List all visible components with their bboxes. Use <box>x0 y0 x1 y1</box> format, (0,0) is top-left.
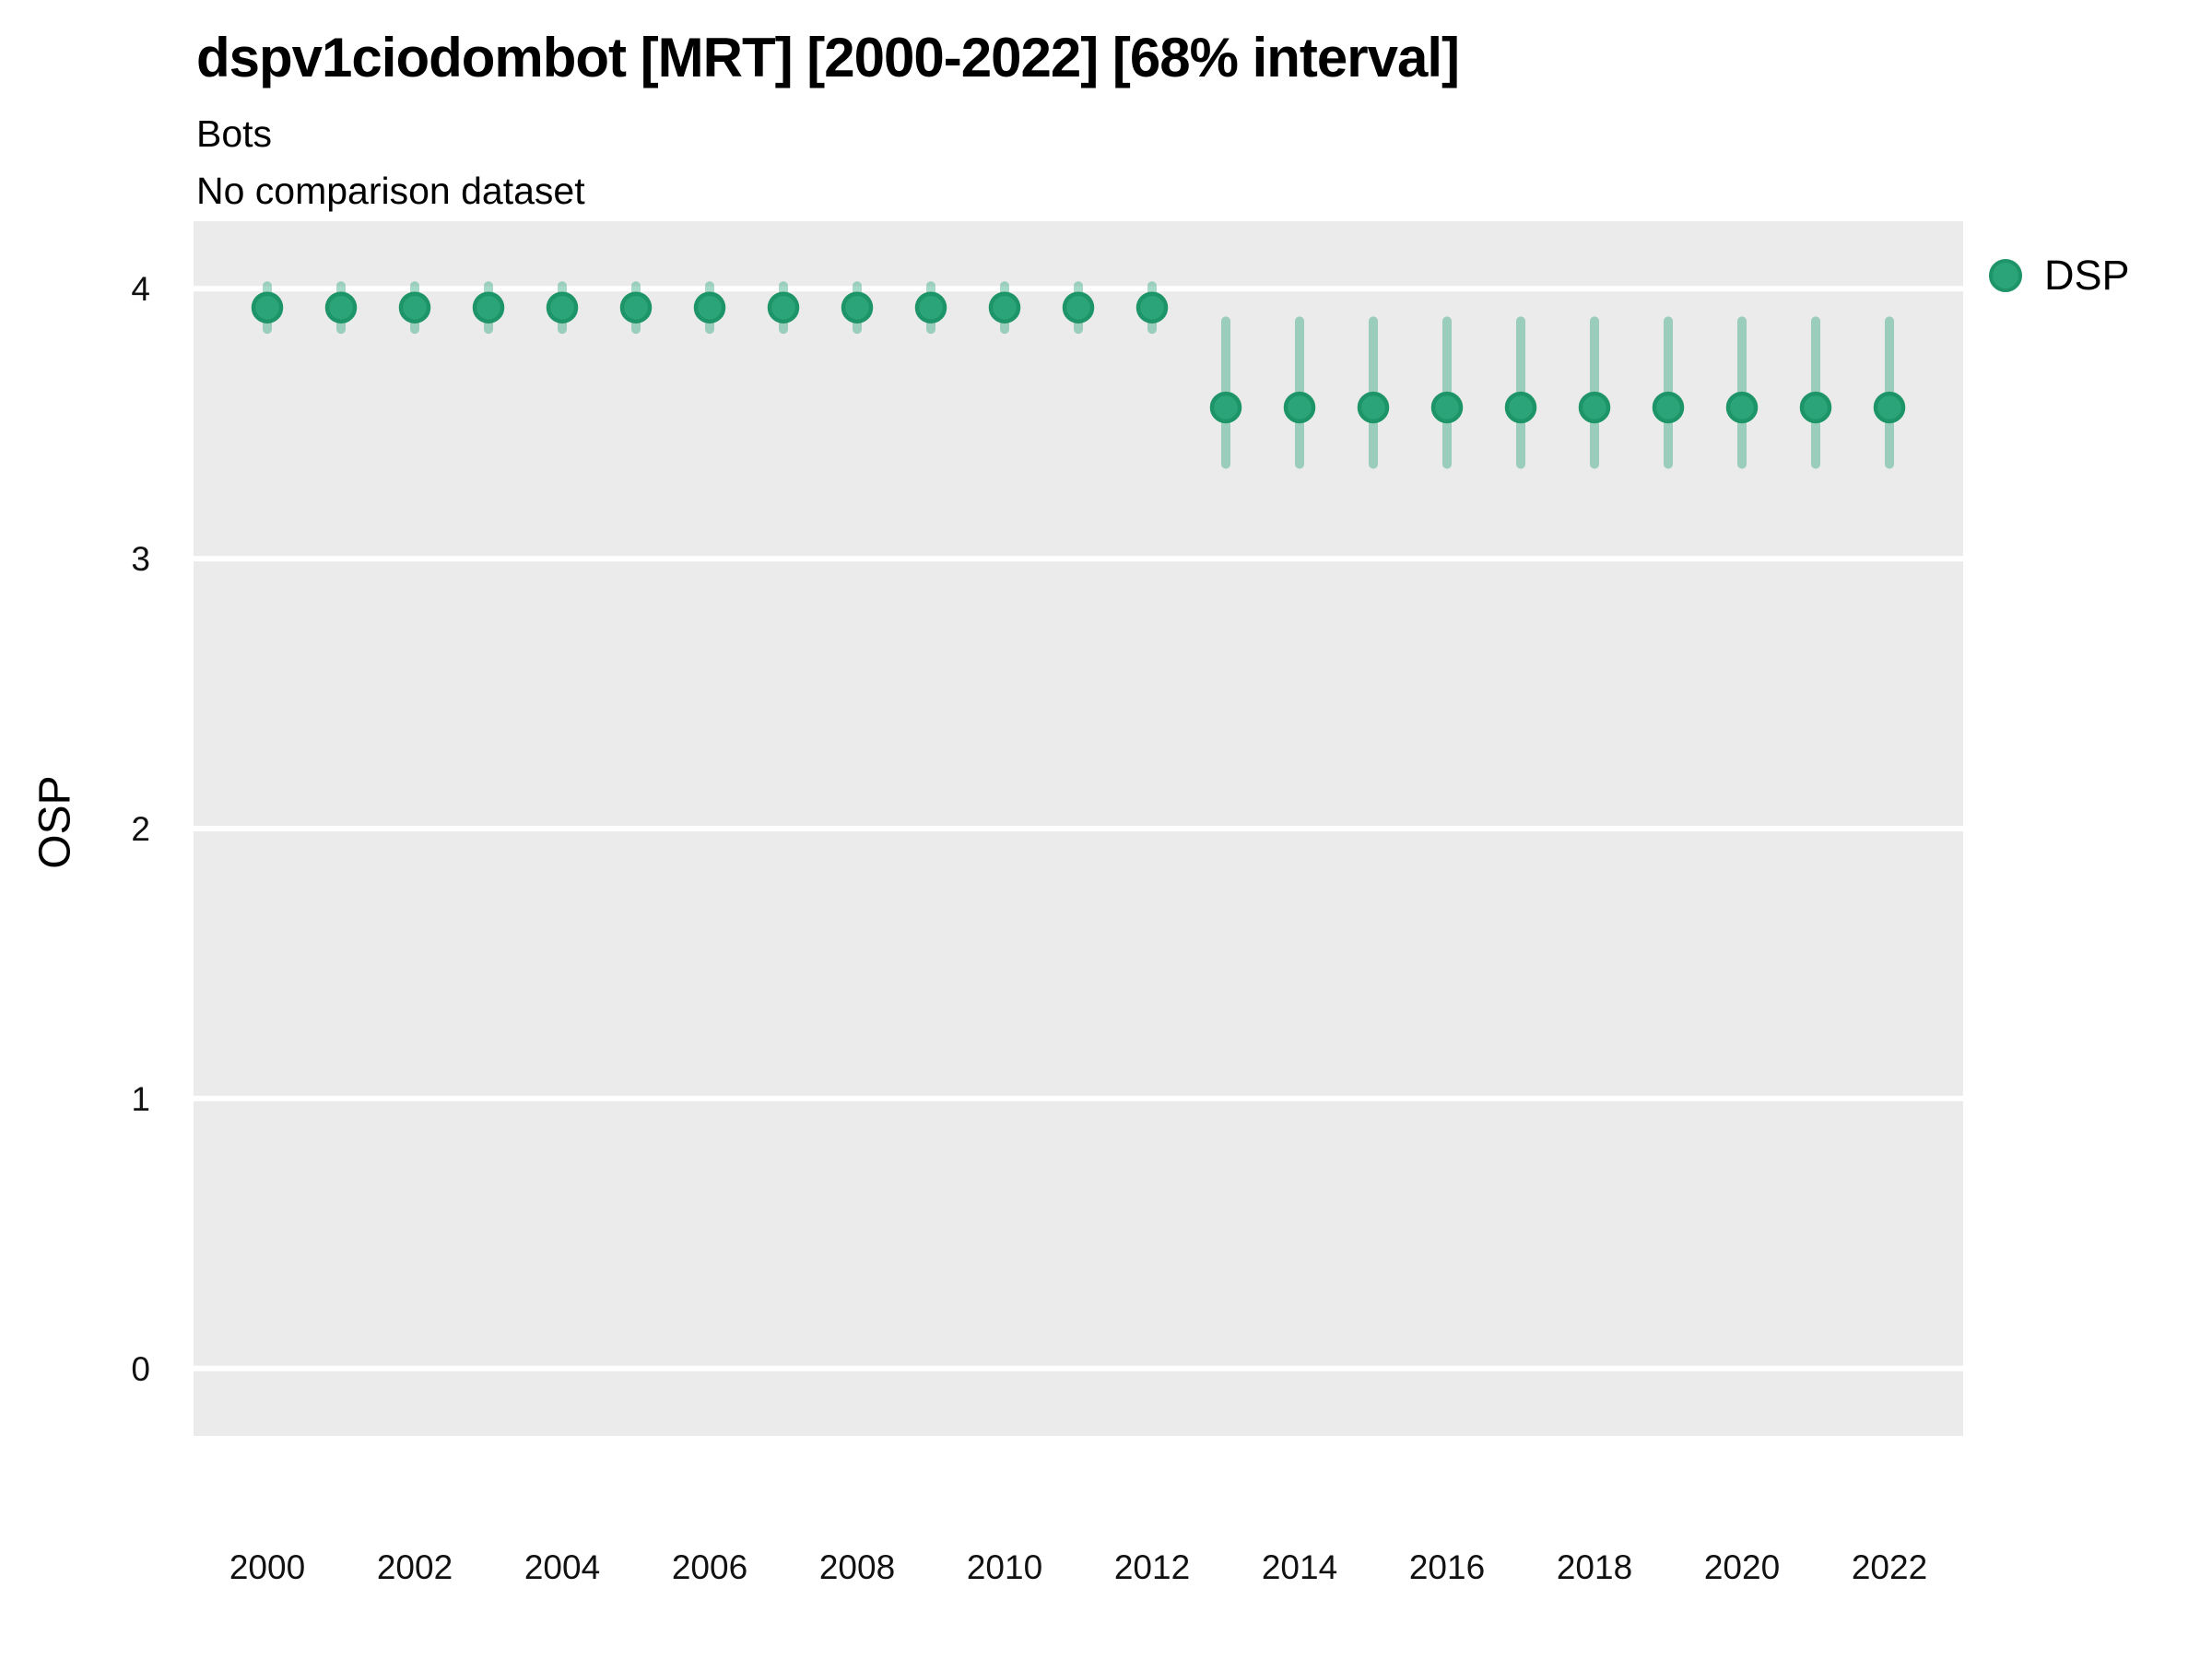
data-point <box>1209 391 1242 424</box>
x-tick-label: 2002 <box>377 1548 453 1586</box>
data-point <box>1135 291 1169 324</box>
data-point <box>693 291 726 324</box>
x-tick-label: 2014 <box>1262 1548 1337 1586</box>
data-point <box>546 291 579 324</box>
x-tick-label: 2018 <box>1557 1548 1632 1586</box>
data-point <box>619 291 653 324</box>
x-tick-label: 2010 <box>967 1548 1042 1586</box>
data-point <box>1578 391 1611 424</box>
chart-subtitle: Bots <box>196 112 273 155</box>
x-tick-label: 2008 <box>819 1548 895 1586</box>
x-tick-label: 2006 <box>672 1548 747 1586</box>
y-tick-label: 3 <box>131 540 150 578</box>
x-tick-label: 2020 <box>1704 1548 1780 1586</box>
data-point <box>1725 391 1759 424</box>
y-tick-label: 2 <box>131 810 150 848</box>
data-point <box>1799 391 1832 424</box>
data-point <box>841 291 874 324</box>
data-point <box>398 291 431 324</box>
data-point <box>472 291 505 324</box>
data-point <box>1283 391 1316 424</box>
data-point <box>1357 391 1390 424</box>
y-tick-label: 0 <box>131 1350 150 1388</box>
x-tick-label: 2012 <box>1114 1548 1190 1586</box>
comparison-note: No comparison dataset <box>196 170 585 212</box>
data-point <box>914 291 947 324</box>
legend-marker-circle-icon <box>1989 259 2022 292</box>
legend: DSP <box>1989 254 2130 297</box>
legend-item-label: DSP <box>2044 252 2130 299</box>
data-point <box>1873 391 1906 424</box>
data-point <box>1652 391 1685 424</box>
y-tick-label: 4 <box>131 270 150 308</box>
data-point <box>1504 391 1537 424</box>
data-point <box>1430 391 1464 424</box>
data-point <box>1062 291 1095 324</box>
y-tick-label: 1 <box>131 1080 150 1118</box>
x-tick-label: 2004 <box>524 1548 600 1586</box>
x-tick-label: 2022 <box>1852 1548 1927 1586</box>
x-tick-label: 2016 <box>1409 1548 1485 1586</box>
x-tick-label: 2000 <box>229 1548 305 1586</box>
data-point <box>251 291 284 324</box>
data-point <box>988 291 1021 324</box>
chart-title: dspv1ciodombot [MRT] [2000-2022] [68% in… <box>196 27 1460 88</box>
data-point <box>324 291 358 324</box>
data-point <box>767 291 800 324</box>
